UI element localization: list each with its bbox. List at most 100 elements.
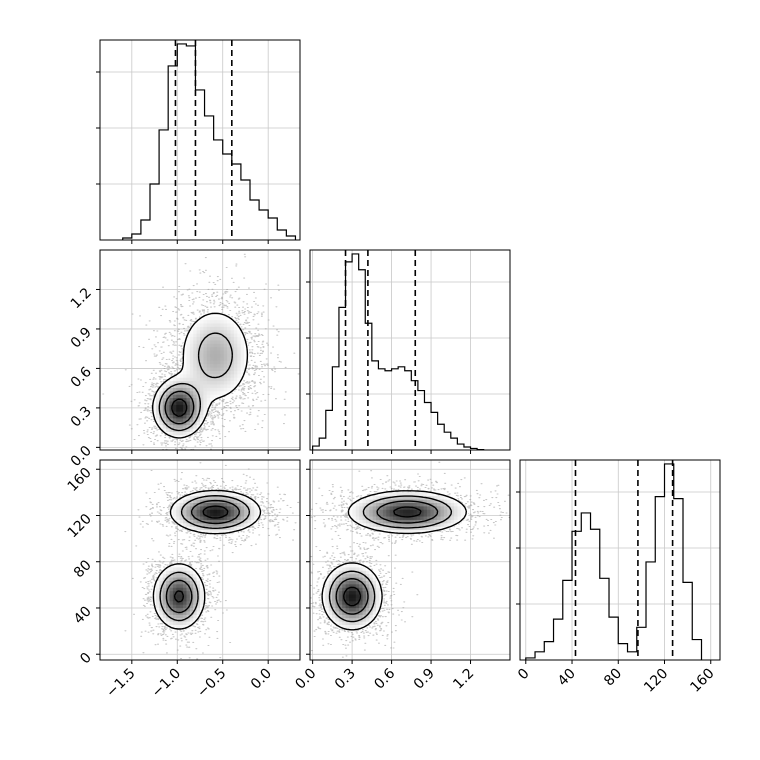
density-cell bbox=[233, 495, 238, 500]
density-cell bbox=[237, 519, 242, 524]
density-cell bbox=[440, 509, 445, 514]
density-cell bbox=[203, 350, 208, 354]
density-cell bbox=[244, 356, 249, 361]
y-tick-label: 80 bbox=[71, 557, 95, 581]
density-cell bbox=[159, 593, 164, 598]
density-cell bbox=[220, 356, 225, 361]
density-cell bbox=[396, 515, 401, 520]
density-cell bbox=[355, 614, 360, 619]
density-cell bbox=[189, 329, 194, 334]
density-cell bbox=[210, 346, 215, 351]
density-cell bbox=[416, 495, 421, 500]
density-cell bbox=[365, 498, 370, 503]
density-cell bbox=[169, 576, 174, 581]
density-cell bbox=[179, 624, 184, 629]
density-cell bbox=[179, 390, 184, 395]
density-cell bbox=[386, 522, 391, 527]
density-cell bbox=[410, 519, 414, 524]
density-cell bbox=[230, 363, 235, 368]
density-cell bbox=[332, 573, 337, 578]
density-cell bbox=[332, 610, 337, 615]
density-cell bbox=[362, 580, 367, 585]
density-cell bbox=[250, 512, 255, 517]
density-cell bbox=[227, 336, 232, 341]
density-cell bbox=[240, 353, 245, 358]
density-cell bbox=[416, 492, 421, 497]
density-cell bbox=[352, 600, 357, 605]
density-cell bbox=[220, 529, 225, 534]
density-cell bbox=[162, 570, 167, 575]
density-cell bbox=[172, 431, 177, 436]
density-cell bbox=[172, 583, 177, 588]
density-cell bbox=[189, 427, 194, 432]
density-cell bbox=[206, 339, 211, 344]
density-cell bbox=[169, 593, 174, 598]
density-cell bbox=[233, 377, 238, 382]
density-cell bbox=[196, 417, 201, 422]
density-cell bbox=[176, 373, 181, 378]
density-cell bbox=[376, 519, 381, 524]
density-cell bbox=[210, 339, 215, 344]
density-cell bbox=[230, 322, 235, 327]
density-cell bbox=[193, 404, 198, 409]
histogram-step bbox=[312, 253, 485, 450]
density-cell bbox=[183, 363, 188, 368]
density-cell bbox=[440, 526, 445, 531]
density-cell bbox=[223, 373, 228, 378]
density-cell bbox=[359, 498, 364, 503]
density-cell bbox=[166, 607, 171, 612]
density-cell bbox=[172, 614, 177, 619]
density-cell bbox=[223, 509, 228, 514]
density-cell bbox=[189, 573, 194, 578]
density-cell bbox=[193, 617, 198, 622]
density-cell bbox=[355, 566, 360, 571]
density-cell bbox=[179, 614, 184, 619]
density-cell bbox=[355, 509, 360, 514]
density-cell bbox=[206, 380, 211, 385]
density-cell bbox=[372, 604, 377, 609]
density-cell bbox=[162, 583, 167, 588]
density-cell bbox=[376, 597, 381, 602]
density-cell bbox=[183, 377, 188, 382]
density-cell bbox=[220, 492, 225, 497]
density-cell bbox=[216, 366, 221, 371]
density-cell bbox=[257, 509, 262, 514]
density-cell bbox=[210, 360, 215, 365]
density-cell bbox=[325, 600, 330, 605]
density-cell bbox=[227, 360, 232, 365]
density-cell bbox=[250, 509, 255, 514]
density-cell bbox=[403, 522, 408, 527]
density-cell bbox=[186, 600, 191, 605]
density-cell bbox=[196, 522, 201, 527]
density-cell bbox=[196, 383, 201, 388]
density-cell bbox=[183, 383, 188, 388]
density-cell bbox=[206, 346, 211, 351]
density-cell bbox=[399, 492, 404, 497]
density-cell bbox=[193, 343, 198, 348]
density-cell bbox=[233, 360, 238, 365]
density-cell bbox=[186, 502, 191, 507]
density-cell bbox=[342, 587, 347, 592]
density-cell bbox=[386, 492, 391, 497]
density-cell bbox=[162, 411, 167, 416]
density-cell bbox=[433, 498, 438, 503]
density-cell bbox=[169, 597, 174, 602]
density-cell bbox=[362, 607, 367, 612]
density-cell bbox=[328, 583, 333, 588]
density-cell bbox=[328, 593, 333, 598]
density-cell bbox=[450, 509, 455, 514]
density-cell bbox=[169, 411, 174, 416]
density-cell bbox=[203, 377, 208, 382]
density-cell bbox=[335, 590, 340, 595]
density-cell bbox=[206, 363, 211, 368]
panel-border bbox=[99, 39, 301, 241]
density-cell bbox=[369, 587, 374, 592]
density-cell bbox=[355, 580, 360, 585]
density-cell bbox=[179, 593, 184, 598]
density-cell bbox=[169, 566, 174, 571]
density-cell bbox=[389, 505, 394, 510]
density-cell bbox=[416, 498, 421, 503]
density-cell bbox=[237, 522, 242, 527]
density-cell bbox=[186, 495, 191, 500]
density-cell bbox=[183, 353, 188, 358]
